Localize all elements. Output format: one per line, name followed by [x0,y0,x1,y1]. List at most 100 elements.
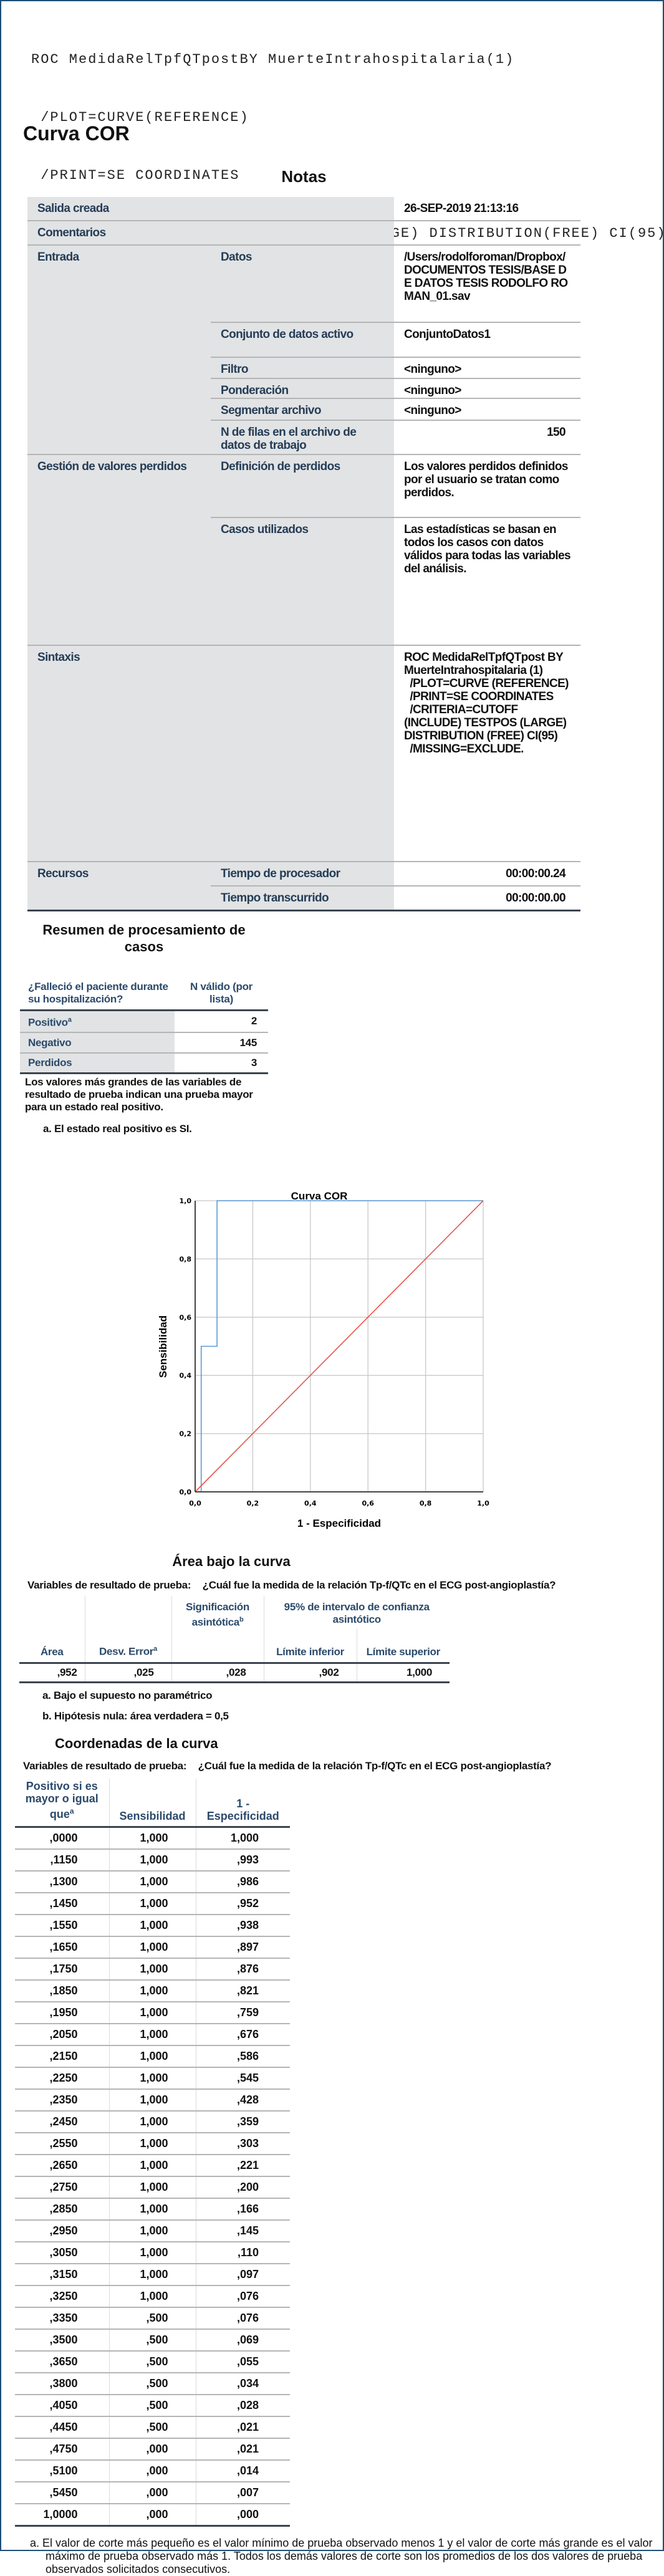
resumen-col2: N válido (por lista) [175,968,268,1011]
specificity-cell: ,014 [196,2459,290,2482]
table-row: ,4450,500,021 [15,2416,290,2439]
syntax-line: ROC MedidaRelTpfQTpostBY MuerteIntrahosp… [31,52,515,67]
table-row: ,0000 1,000 1,000 [15,1827,290,1850]
resumen-section: Resumen de procesamiento de casos ¿Falle… [20,921,282,1135]
label-definicion: Definición de perdidos [211,454,394,518]
sensitivity-cell: 1,000 [109,2110,196,2133]
table-row: ,1750 1,000,876 [15,1958,290,1981]
x-tick-label: 0,4 [304,1499,317,1507]
cutoff-cell: ,2550 [15,2132,110,2155]
specificity-cell: 1,000 [196,1827,290,1850]
x-axis-label: 1 - Especificidad [297,1517,381,1529]
cutoff-cell: ,1750 [15,1958,110,1981]
sensitivity-cell: 1,000 [109,2088,196,2112]
cutoff-cell: ,3250 [15,2285,110,2308]
header-inf: Límite inferior [264,1628,357,1664]
y-tick-label: 0,8 [180,1255,192,1263]
value-casos: Las estadísticas se basan en todos los c… [394,517,580,646]
table-row: ,2650 1,000,221 [15,2154,290,2177]
resumen-title: Resumen de procesamiento de casos [20,921,268,955]
sensitivity-cell: 1,000 [109,1870,196,1893]
sensitivity-cell: 1,000 [109,2132,196,2155]
resumen-col1: ¿Falleció el paciente durante su hospita… [20,968,175,1011]
cutoff-cell: ,0000 [15,1827,110,1850]
specificity-cell: ,097 [196,2263,290,2286]
specificity-cell: ,000 [196,2503,290,2527]
specificity-cell: ,952 [196,1892,290,1915]
table-row: ,5450,000,007 [15,2481,290,2504]
specificity-cell: ,028 [196,2394,290,2417]
coords-section: Coordenadas de la curva Variables de res… [15,1735,657,2576]
value-conjunto: ConjuntoDatos1 [394,322,580,358]
area-section: Área bajo la curva Variables de resultad… [19,1553,655,1723]
sensitivity-cell: ,000 [109,2481,196,2504]
table-row: ,3050 1,000,110 [15,2241,290,2264]
footnote-marker: a [153,1645,157,1653]
label-comentarios: Comentarios [27,221,394,246]
sensitivity-cell: ,000 [109,2459,196,2482]
coords-title: Coordenadas de la curva [55,1736,218,1751]
cutoff-cell: ,2350 [15,2088,110,2112]
label-salida: Salida creada [27,197,394,221]
sensitivity-cell: 1,000 [109,1936,196,1959]
specificity-cell: ,166 [196,2198,290,2221]
specificity-cell: ,200 [196,2176,290,2199]
table-row: ,1550 1,000,938 [15,1914,290,1937]
resumen-footnote: a. El estado real positivo es SI. [43,1122,192,1135]
cutoff-cell: ,1850 [15,1979,110,2002]
specificity-cell: ,145 [196,2219,290,2242]
y-tick-label: 0,6 [180,1314,192,1322]
footnote-marker: a [67,1016,72,1024]
area-table: Área Desv. Errora Significación asintóti… [19,1596,450,1683]
area-title: Área bajo la curva [172,1554,291,1569]
resumen-row-value: 2 [175,1010,268,1033]
header-error: Desv. Errora [85,1596,172,1664]
value-nfilas: 150 [394,420,580,455]
x-tick-label: 0,6 [362,1499,374,1507]
resumen-title-line: Resumen de procesamiento de [42,922,246,938]
table-row: ,2550 1,000,303 [15,2132,290,2155]
table-row: ,1950 1,000,759 [15,2001,290,2024]
sensitivity-cell: ,500 [109,2328,196,2352]
table-row: ,4050,500,028 [15,2394,290,2417]
table-row: ,3800,500,034 [15,2372,290,2395]
chart-title: Curva COR [291,1190,348,1202]
coords-var-label: Variables de resultado de prueba: [23,1760,187,1772]
syntax-line: /PLOT=CURVE(REFERENCE) [31,110,249,125]
value-comentarios [394,221,580,246]
area-value: ,902 [264,1663,357,1683]
coords-var-line: Variables de resultado de prueba: ¿Cuál … [23,1760,657,1772]
notes-table: Salida creada 26-SEP-2019 21:13:16 Coment… [27,197,580,911]
specificity-cell: ,034 [196,2372,290,2395]
cutoff-cell: ,1650 [15,1936,110,1959]
cutoff-cell: ,1950 [15,2001,110,2024]
label-gestion: Gestión de valores perdidos [27,454,211,646]
label-segmentar: Segmentar archivo [211,398,394,421]
coords-footnote: a. El valor de corte más pequeño es el v… [30,2536,653,2575]
cutoff-cell: ,1300 [15,1870,110,1893]
table-row: ,3350,500,076 [15,2307,290,2330]
header-sig-text: Significación asintótica [186,1601,249,1628]
cutoff-cell: ,3500 [15,2328,110,2352]
sensitivity-cell: ,500 [109,2416,196,2439]
sensitivity-cell: 1,000 [109,1979,196,2002]
y-tick-label: 1,0 [180,1197,192,1205]
specificity-cell: ,876 [196,1958,290,1981]
y-tick-label: 0,2 [180,1430,192,1438]
x-tick-label: 0,2 [247,1499,259,1507]
area-value: ,952 [19,1663,85,1683]
resumen-row-label: Negativo [20,1032,175,1054]
sensitivity-cell: 1,000 [109,2241,196,2264]
table-row: 1,0000,000,000 [15,2503,290,2527]
cutoff-cell: ,2150 [15,2045,110,2068]
specificity-cell: ,545 [196,2067,290,2090]
cutoff-cell: ,2950 [15,2219,110,2242]
sensitivity-cell: 1,000 [109,1892,196,1915]
cutoff-cell: ,4450 [15,2416,110,2439]
specificity-cell: ,759 [196,2001,290,2024]
footnote-marker: a [69,1807,74,1815]
sensitivity-cell: 1,000 [109,1958,196,1981]
y-tick-label: 0,4 [180,1372,192,1380]
cutoff-cell: ,5100 [15,2459,110,2482]
